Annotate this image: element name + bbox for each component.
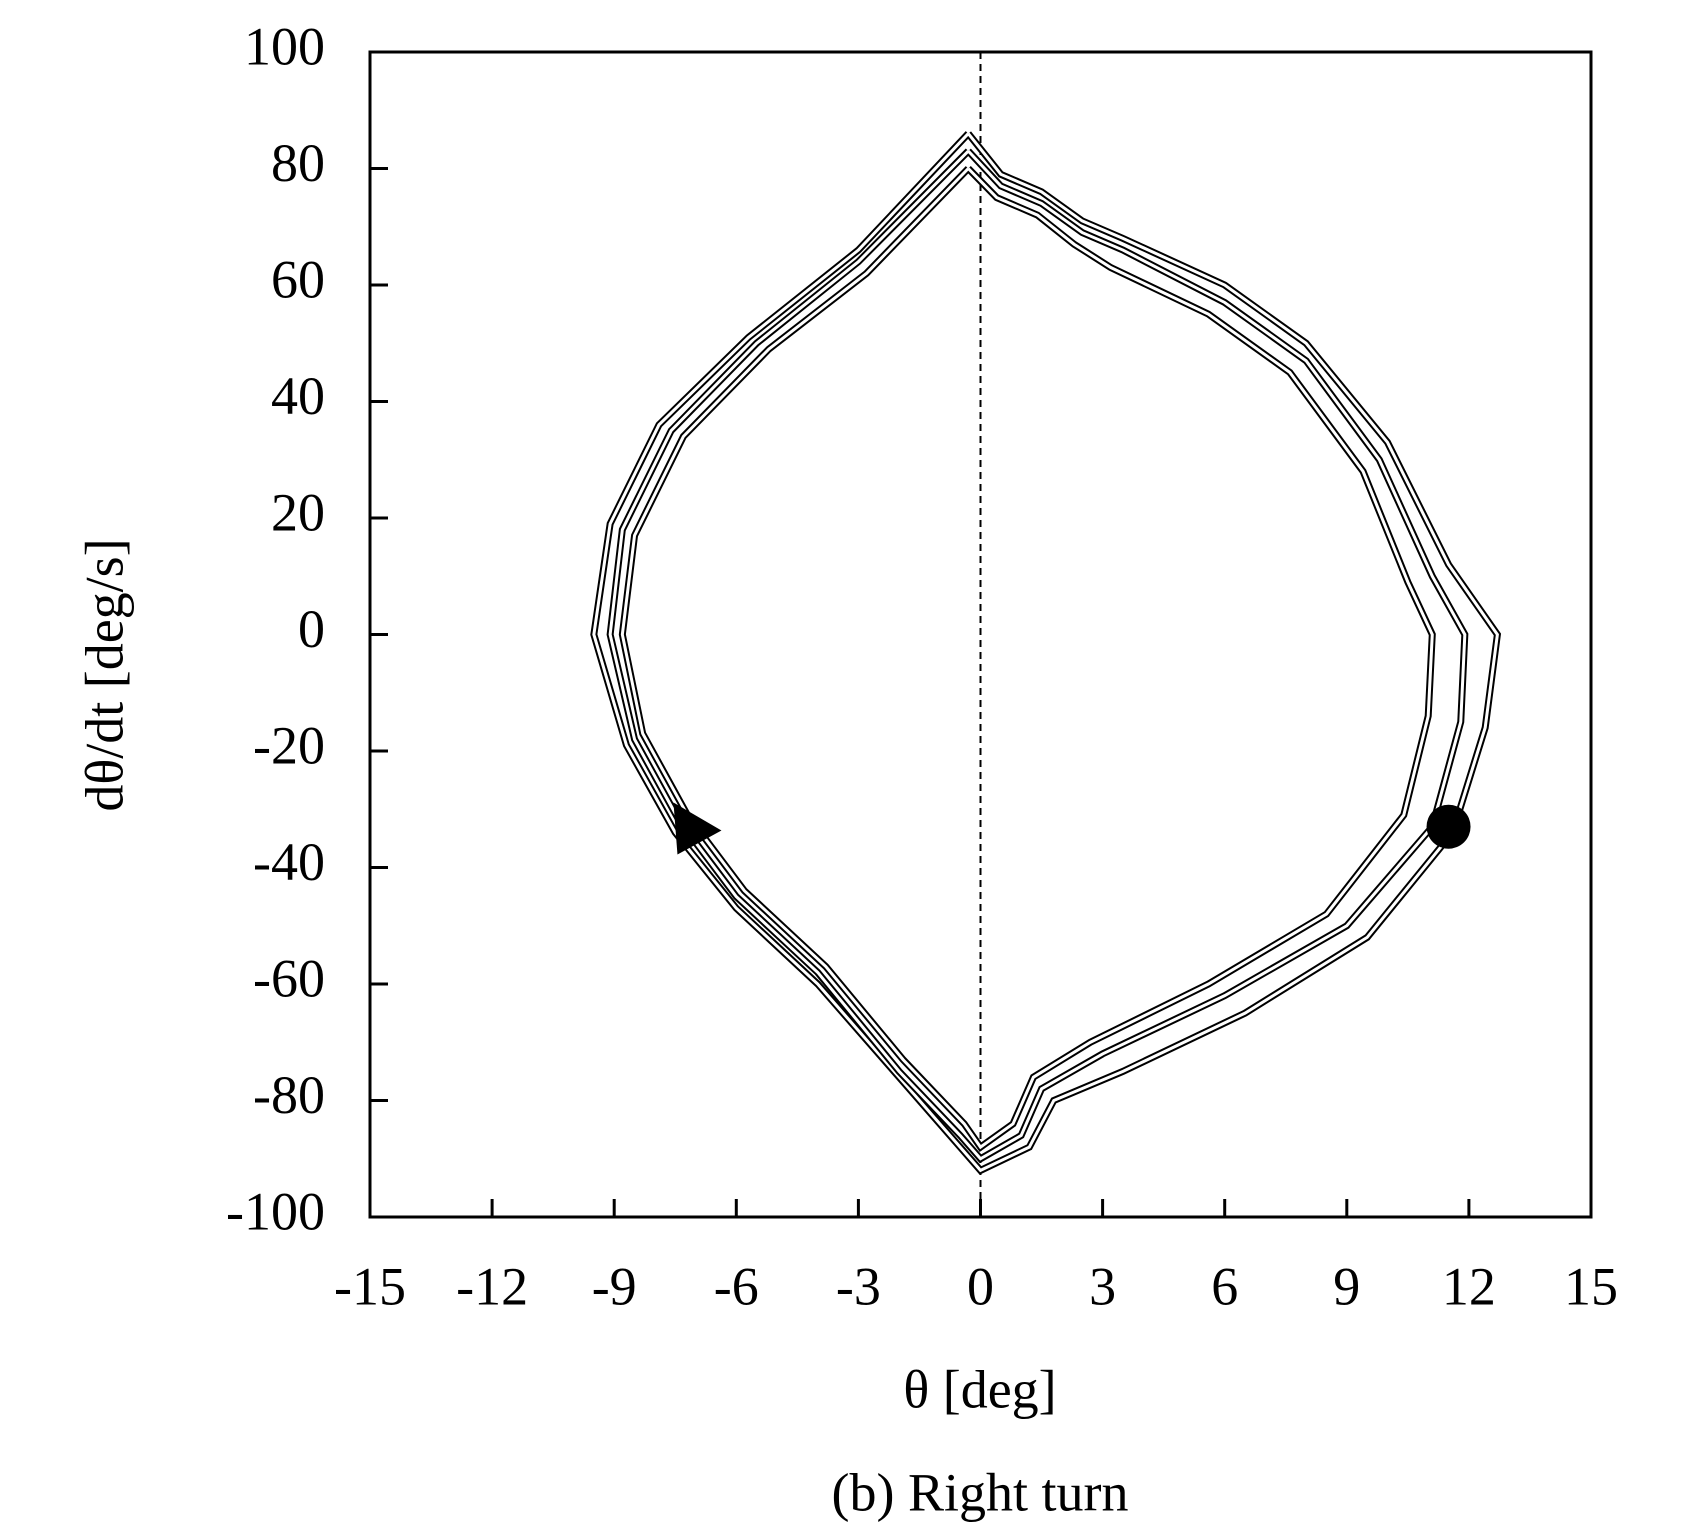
- y-tick-label: -60: [253, 948, 325, 1008]
- y-tick-label: 20: [271, 482, 325, 542]
- y-tick-label: -40: [253, 832, 325, 892]
- marker-circle: [1426, 804, 1471, 849]
- loop-line-outline: [606, 148, 1469, 1164]
- marker-triangle: [673, 802, 722, 855]
- x-tick-label: 12: [1442, 1256, 1496, 1316]
- x-tick-label: 6: [1211, 1256, 1238, 1316]
- y-axis-label: dθ/dt [deg/s]: [74, 538, 134, 811]
- x-tick-label: 0: [967, 1256, 994, 1316]
- y-tick-label: 80: [271, 133, 325, 193]
- x-tick-label: -6: [714, 1256, 759, 1316]
- loop-line-outline: [618, 166, 1436, 1153]
- x-tick-label: 9: [1333, 1256, 1360, 1316]
- loop-line: [592, 132, 1499, 1173]
- loop-line: [620, 167, 1434, 1150]
- loop-line: [608, 149, 1467, 1161]
- y-tick-label: -20: [253, 715, 325, 775]
- loop-line-outline: [590, 131, 1502, 1175]
- y-tick-label: -100: [226, 1181, 325, 1241]
- x-tick-label: -15: [334, 1256, 406, 1316]
- x-tick-label: -3: [836, 1256, 881, 1316]
- x-tick-label: 3: [1089, 1256, 1116, 1316]
- y-tick-label: 40: [271, 366, 325, 426]
- y-tick-label: 60: [271, 249, 325, 309]
- y-tick-label: 100: [244, 16, 325, 76]
- x-tick-label: -12: [456, 1256, 528, 1316]
- caption: (b) Right turn: [832, 1462, 1129, 1522]
- x-axis-label: θ [deg]: [903, 1359, 1056, 1419]
- y-tick-label: -80: [253, 1065, 325, 1125]
- x-tick-label: -9: [592, 1256, 637, 1316]
- x-tick-label: 15: [1564, 1256, 1618, 1316]
- y-tick-label: 0: [298, 599, 325, 659]
